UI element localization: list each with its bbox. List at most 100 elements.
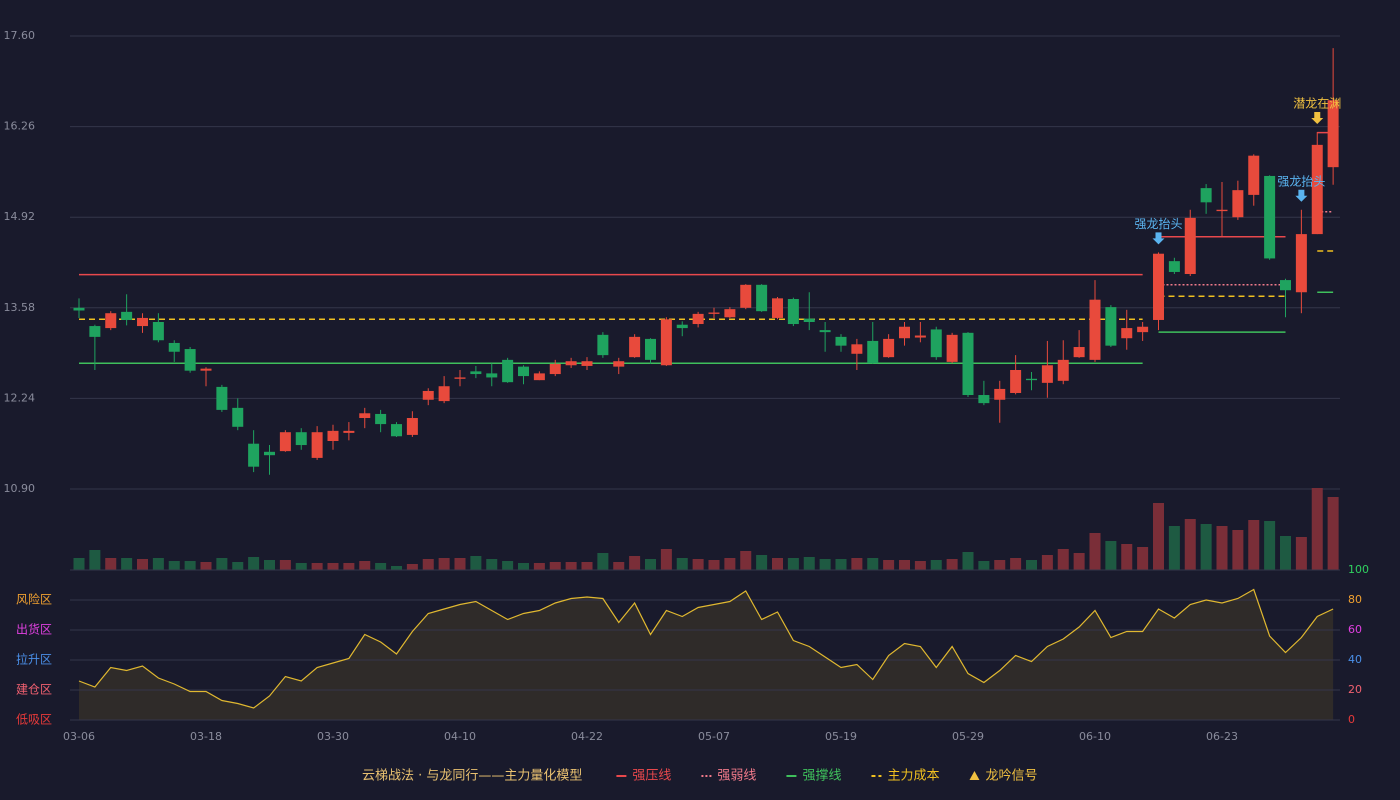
indicator-line [78,588,1334,709]
candle-body [168,342,180,352]
candle-body [184,349,196,371]
candle-body [565,361,577,366]
zone-label: 拉升区 [16,652,52,667]
candle-body [327,430,339,441]
volume-bar [724,558,736,570]
volume-bar [1105,541,1117,570]
volume-bar [930,560,942,570]
candle-body [756,284,768,312]
x-tick-label: 06-23 [1206,730,1238,743]
signal-arrow [1311,112,1324,125]
y-tick-label: 10.90 [4,482,36,495]
candle-body [137,317,148,327]
volume-bar [105,558,117,570]
candle-body [1200,188,1212,203]
volume-bar [772,558,783,570]
volume-bar [835,559,847,570]
candle-body [1184,217,1196,274]
candle-body [311,432,323,458]
candle-body [295,432,307,446]
volume-bar [756,555,768,570]
volume-bar [1057,549,1069,570]
volume-bar [787,558,799,570]
candle-body [835,336,847,346]
volume-bar [1327,497,1339,570]
candle-body [597,334,609,356]
volume-bar [851,558,863,570]
legend-label: 强撑线 [802,769,841,784]
candle-body [359,413,371,419]
candle-body [454,377,466,379]
volume-bar [406,564,418,570]
candle-body [914,335,926,338]
candle-body [1327,100,1339,168]
volume-bar [1041,555,1053,570]
volume-bar [946,559,958,570]
y-tick-label: 100 [1348,563,1369,576]
volume-bar [152,558,164,570]
legend-label: 强弱线 [717,769,756,784]
candle-body [994,388,1006,400]
candle-body [121,311,133,320]
candle-body [1089,299,1101,360]
candle-body [406,418,418,435]
volume-bar [1232,530,1244,570]
candle-body [581,361,593,366]
volume-bar [184,561,196,570]
volume-bar [1121,544,1133,570]
candle-body [73,307,85,311]
candle-body [740,284,752,308]
volume-bar [629,556,641,570]
candle-body [470,371,482,375]
candle-body [518,366,529,377]
candle-body [930,329,942,358]
volume-bar [645,559,656,570]
volume-bar [486,559,498,570]
volume-bar [994,560,1006,570]
volume-bar [89,550,101,570]
volume-bar [311,563,323,570]
volume-bar [264,560,275,570]
volume-bar [692,559,704,570]
candle-body [1010,370,1022,393]
candle-body [1248,155,1260,195]
candle-body [1168,261,1180,272]
x-tick-label: 03-18 [190,730,222,743]
candle-body [89,326,101,337]
volume-bar [1010,558,1022,570]
candle-body [1137,326,1149,333]
volume-bar [740,551,752,570]
zone-label: 出货区 [16,622,52,637]
x-tick-label: 04-10 [444,730,476,743]
y-tick-label: 80 [1348,593,1362,606]
volume-bar [343,563,355,570]
volume-bar [1184,519,1196,570]
candle-body [216,386,228,410]
legend-title: 云梯战法 · 与龙同行——主力量化模型 [362,769,582,784]
legend-label: 主力成本 [887,769,939,784]
x-tick-label: 03-06 [63,730,95,743]
volume-bar [200,562,212,570]
candle-body [1121,328,1133,339]
y-tick-label: 12.24 [4,391,36,404]
candle-body [486,373,498,378]
volume-bar [660,549,672,570]
legend-label: 强压线 [632,769,671,784]
candle-body [1311,144,1323,235]
volume-bar [73,558,85,570]
candle-body [1153,253,1164,320]
candle-body [200,368,212,371]
candle-body [1264,175,1276,259]
candle-body [978,395,990,404]
volume-bar [1280,536,1291,570]
signal-label: 强龙抬头 [1134,217,1182,231]
candle-body [438,386,450,402]
candle-body [772,298,783,318]
volume-bar [883,560,895,570]
volume-bar [1216,526,1228,570]
volume-bar [1248,520,1260,570]
volume-bar [613,562,625,570]
y-tick-label: 17.60 [4,29,36,42]
